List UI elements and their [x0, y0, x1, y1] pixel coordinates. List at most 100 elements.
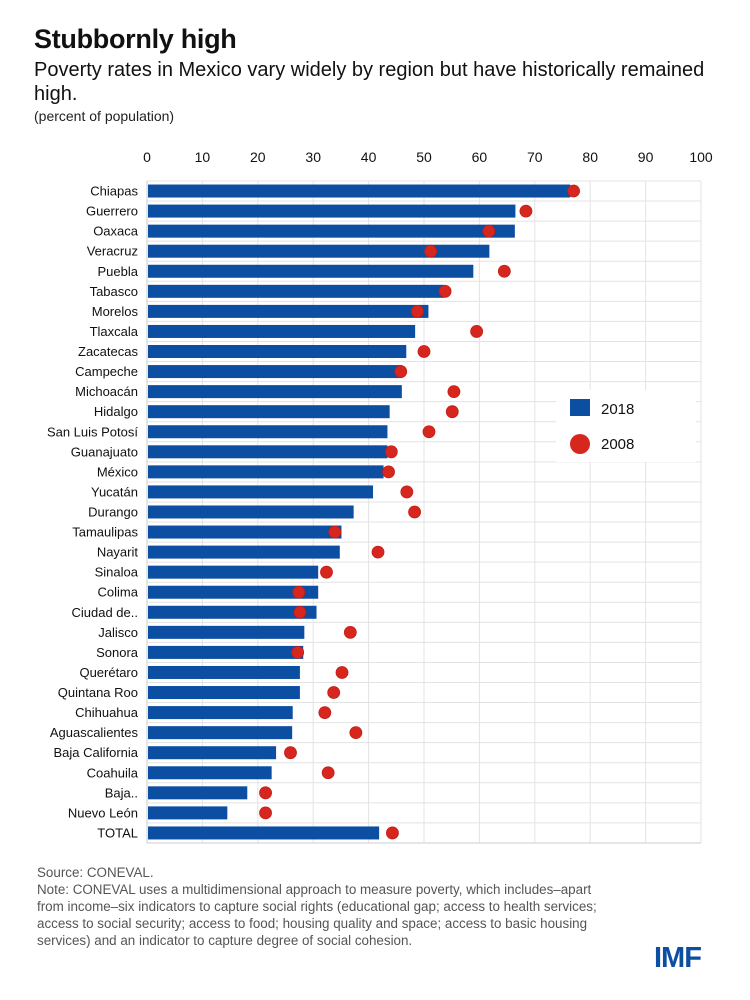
- dot-2008: [384, 445, 398, 459]
- dot-2008: [349, 726, 363, 740]
- dot-2008: [335, 666, 349, 679]
- category-label: Quintana Roo: [58, 685, 138, 700]
- category-label: Colima: [98, 585, 139, 600]
- dot-2008: [259, 806, 272, 820]
- x-tick-label: 90: [638, 149, 654, 165]
- bar-2018: [148, 244, 490, 258]
- bar-2018: [148, 345, 407, 359]
- dot-2008: [400, 485, 414, 499]
- bar-2018: [148, 405, 390, 419]
- bar-2018: [148, 304, 429, 318]
- category-label: San Luis Potosí: [47, 424, 138, 439]
- category-label: Chiapas: [90, 184, 138, 199]
- category-label: Hidalgo: [94, 404, 138, 419]
- dot-2008: [438, 284, 452, 298]
- x-tick-label: 80: [582, 149, 598, 165]
- legend-swatch-2008: [570, 434, 590, 454]
- dot-2008: [382, 465, 395, 479]
- dot-2008: [291, 646, 305, 659]
- bar-2018: [148, 786, 248, 800]
- category-label: Michoacán: [75, 384, 138, 399]
- bar-2018: [148, 525, 342, 539]
- bar-2018: [148, 706, 293, 720]
- category-label: Ciudad de..: [72, 605, 139, 620]
- category-label: Baja California: [53, 745, 138, 760]
- category-label: Jalisco: [98, 625, 138, 640]
- category-label: Oaxaca: [93, 224, 139, 239]
- category-label: Aguascalientes: [50, 725, 139, 740]
- dot-2008: [320, 565, 333, 579]
- x-tick-label: 40: [361, 149, 377, 165]
- dot-2008: [386, 826, 399, 840]
- category-label: Veracruz: [87, 244, 138, 259]
- dot-2008: [371, 545, 385, 559]
- dot-2008: [470, 325, 484, 338]
- bar-2018: [148, 505, 354, 519]
- category-label: Yucatán: [91, 484, 138, 499]
- category-label: Guerrero: [86, 204, 138, 219]
- dot-2008: [417, 345, 431, 358]
- bar-2018: [148, 324, 416, 338]
- dot-2008: [321, 766, 335, 780]
- bar-2018: [148, 585, 319, 599]
- category-label: Morelos: [92, 304, 139, 319]
- category-label: México: [97, 464, 138, 479]
- category-label: Querétaro: [79, 665, 138, 680]
- bar-2018: [148, 284, 444, 298]
- bar-2018: [148, 445, 388, 459]
- bar-2018: [148, 806, 228, 820]
- bar-2018: [148, 385, 402, 399]
- bar-2018: [148, 766, 272, 780]
- dot-2008: [327, 686, 341, 699]
- bar-2018: [148, 545, 340, 559]
- bar-2018: [148, 264, 474, 278]
- dot-2008: [410, 304, 424, 318]
- dot-2008: [519, 204, 533, 218]
- bar-2018: [148, 746, 277, 760]
- x-tick-label: 100: [689, 149, 713, 165]
- methodology-note: Note: CONEVAL uses a multidimensional ap…: [37, 882, 597, 948]
- legend-swatch-2018: [570, 399, 590, 416]
- bar-2018: [148, 686, 300, 700]
- x-tick-label: 20: [250, 149, 266, 165]
- category-label: Nuevo León: [68, 805, 138, 820]
- bar-2018: [148, 224, 515, 238]
- dot-2008: [293, 605, 307, 619]
- bar-2018: [148, 565, 319, 579]
- category-label: Zacatecas: [78, 344, 138, 359]
- x-tick-label: 30: [305, 149, 321, 165]
- category-label: Sinaloa: [95, 565, 139, 580]
- bar-2018: [148, 365, 402, 379]
- bar-2018: [148, 726, 293, 740]
- category-label: Puebla: [98, 264, 139, 279]
- dot-2008: [422, 425, 436, 439]
- x-tick-label: 70: [527, 149, 543, 165]
- category-label: Guanajuato: [71, 444, 138, 459]
- legend-label-2018: 2018: [601, 401, 634, 418]
- bar-2018: [148, 665, 300, 679]
- dot-2008: [292, 585, 306, 599]
- bar-2018: [148, 625, 305, 639]
- chart-title: Stubbornly high: [34, 24, 237, 54]
- bar-2018: [148, 605, 317, 619]
- chart-notes: Source: CONEVAL. Note: CONEVAL uses a mu…: [37, 864, 607, 949]
- imf-logo: IMF: [654, 942, 702, 974]
- dot-2008: [567, 184, 580, 198]
- category-label: Campeche: [75, 364, 138, 379]
- bar-2018: [148, 485, 374, 499]
- bar-2018: [148, 826, 380, 840]
- dot-2008: [447, 385, 461, 399]
- category-label: Sonora: [96, 645, 139, 660]
- category-label: Chihuahua: [75, 705, 139, 720]
- dot-2008: [259, 786, 272, 800]
- category-label: Baja..: [105, 785, 138, 800]
- dot-2008: [318, 706, 332, 719]
- dot-2008: [408, 505, 421, 519]
- category-label: Durango: [88, 504, 138, 519]
- legend-label-2008: 2008: [601, 436, 634, 453]
- dot-2008: [394, 365, 408, 378]
- x-tick-label: 0: [143, 149, 151, 165]
- dot-2008: [328, 525, 342, 539]
- category-label: Tlaxcala: [90, 324, 139, 339]
